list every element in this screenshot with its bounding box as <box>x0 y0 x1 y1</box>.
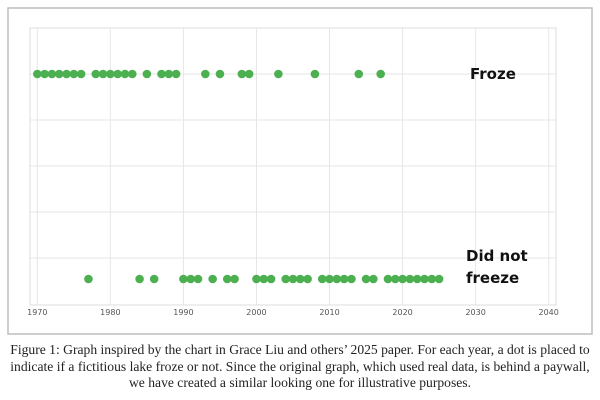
dot <box>84 274 93 284</box>
x-tick-label: 2030 <box>465 308 485 317</box>
dot <box>434 274 444 284</box>
dot <box>201 69 210 79</box>
dot <box>266 274 276 284</box>
dot <box>354 69 364 79</box>
dot <box>339 274 349 284</box>
dot <box>405 274 415 284</box>
dot <box>120 69 130 79</box>
dot <box>259 274 269 284</box>
dot <box>317 274 327 284</box>
x-tick-label: 2010 <box>319 308 339 317</box>
dot <box>361 274 371 284</box>
dot <box>164 69 174 79</box>
dot <box>127 69 137 79</box>
dot <box>69 69 79 79</box>
x-tick-label: 1990 <box>173 308 193 317</box>
dot <box>296 274 305 284</box>
dot <box>303 274 312 284</box>
dot <box>47 69 57 79</box>
dot <box>54 69 64 79</box>
dot <box>390 274 400 284</box>
dot <box>76 69 86 79</box>
dot <box>222 274 232 284</box>
dot <box>230 274 239 284</box>
legend-label: Did not freeze <box>466 247 528 287</box>
chart: 1970 1980 1990 2000 2010 2020 2030 2040 <box>7 7 593 335</box>
x-tick-label: 2000 <box>246 308 266 317</box>
caption: Figure 1: Graph inspired by the chart in… <box>10 342 590 390</box>
dot <box>157 69 166 79</box>
dot <box>186 274 196 284</box>
x-tick-label: 2020 <box>392 308 412 317</box>
dot <box>215 69 225 79</box>
dot <box>193 274 203 284</box>
x-tick-label: 1970 <box>27 308 47 317</box>
dot <box>208 274 217 284</box>
dot <box>142 69 152 79</box>
dot <box>252 274 261 284</box>
dot <box>33 69 42 79</box>
dot <box>62 69 71 79</box>
legend-label: Froze <box>470 65 516 83</box>
dot <box>113 69 122 79</box>
dot <box>427 274 437 284</box>
dot <box>376 69 385 79</box>
dot <box>325 274 334 284</box>
dot <box>106 69 115 79</box>
dot <box>91 69 101 79</box>
x-tick-label: 1980 <box>100 308 120 317</box>
dot <box>149 274 159 284</box>
dot <box>244 69 254 79</box>
x-tick-label: 2040 <box>539 308 559 317</box>
dot <box>288 274 298 284</box>
dot <box>398 274 407 284</box>
dot <box>179 274 188 284</box>
dot <box>98 69 108 79</box>
dot <box>369 274 378 284</box>
dot <box>310 69 320 79</box>
dot <box>412 274 422 284</box>
dot <box>40 69 49 79</box>
dot <box>383 274 393 284</box>
dot <box>237 69 247 79</box>
dot <box>347 274 356 284</box>
dot <box>135 274 144 284</box>
dot <box>420 274 429 284</box>
dot <box>171 69 181 79</box>
dot <box>281 274 290 284</box>
dot <box>274 69 283 79</box>
dot <box>332 274 342 284</box>
